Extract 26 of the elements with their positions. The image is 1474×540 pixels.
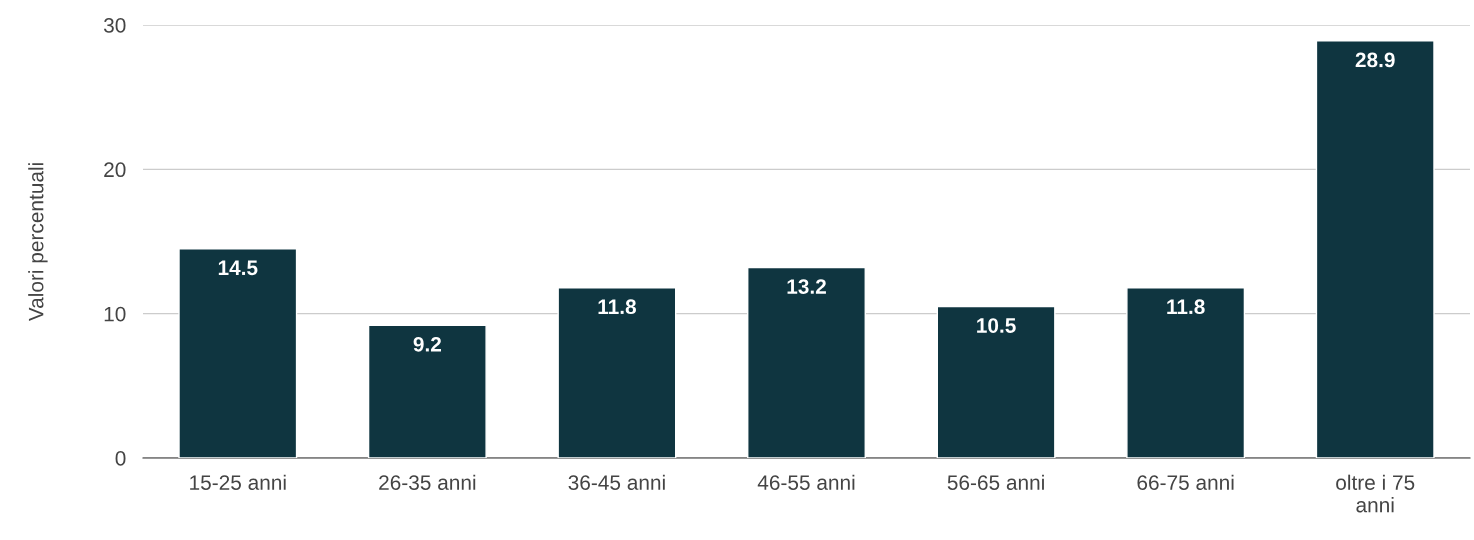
bar	[936, 305, 1056, 458]
bar	[178, 248, 298, 458]
bar	[1315, 40, 1435, 458]
x-tick-label: 56-65 anni	[947, 474, 1044, 490]
x-tick-label: 66-75 anni	[1137, 474, 1234, 490]
bar	[367, 324, 487, 458]
y-axis-title: Valori percentuali	[28, 163, 48, 322]
y-tick-label: 20	[104, 162, 126, 178]
x-tick-label: 46-55 anni	[757, 474, 855, 490]
data-label: 14.5	[218, 260, 258, 276]
data-label: 28.9	[1355, 52, 1395, 68]
data-label: 11.8	[1167, 299, 1205, 315]
bar	[747, 266, 866, 458]
data-label: 10.5	[977, 318, 1016, 333]
bar	[557, 286, 677, 458]
x-tick-label: 36-45 anni	[568, 474, 665, 490]
y-tick-label: 10	[104, 306, 126, 322]
x-tick-label: 26-35 anni	[379, 474, 476, 490]
data-label: 11.8	[598, 299, 636, 315]
data-label: 13.2	[787, 279, 826, 294]
x-tick-label: 15-25 anni	[190, 474, 286, 490]
bar	[1126, 286, 1246, 458]
y-tick-label: 0	[115, 451, 126, 466]
y-tick-label: 30	[103, 18, 126, 33]
data-label: 9.2	[413, 336, 441, 352]
x-tick-label: oltre i 75 anni	[1336, 474, 1415, 513]
